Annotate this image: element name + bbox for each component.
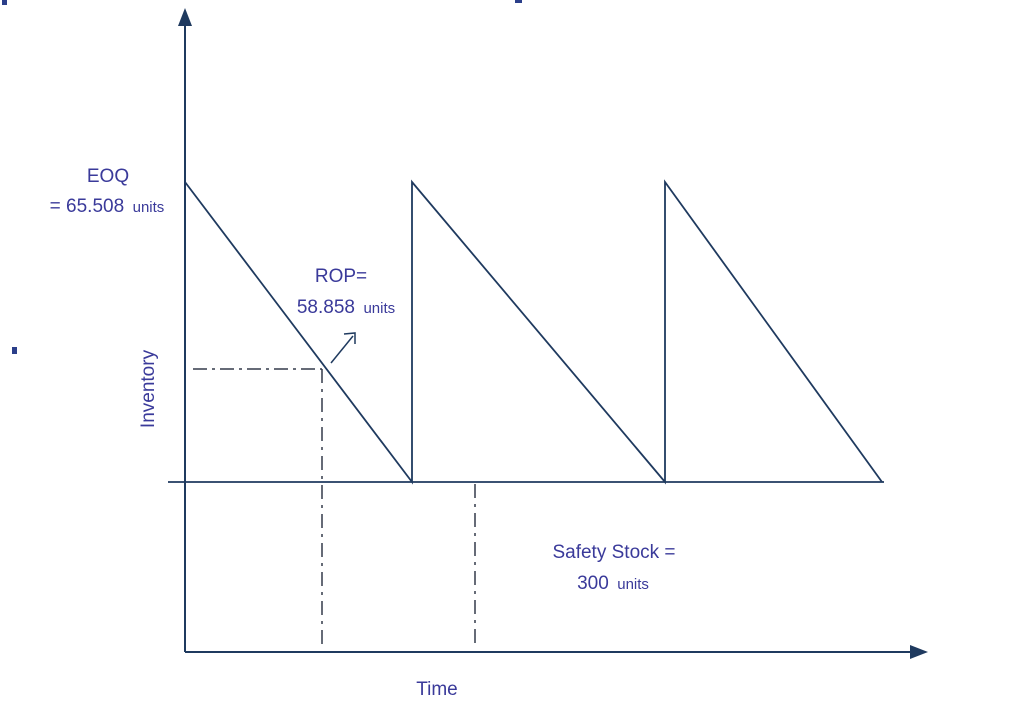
edge-mark-top-left bbox=[2, 0, 7, 5]
eoq-value: = 65.508 bbox=[50, 196, 125, 217]
safety-stock-value-line: 300 units bbox=[577, 573, 649, 594]
edge-mark-top bbox=[515, 0, 522, 3]
safety-stock-unit: units bbox=[617, 576, 649, 593]
eoq-unit: units bbox=[133, 199, 165, 216]
inventory-sawtooth-line bbox=[184, 179, 883, 485]
rop-pointer-arrowhead bbox=[343, 332, 356, 344]
rop-label: ROP= bbox=[315, 266, 367, 287]
y-axis-arrowhead bbox=[178, 8, 192, 26]
safety-stock-value: 300 bbox=[577, 573, 609, 594]
rop-unit: units bbox=[363, 300, 395, 317]
edge-mark-left bbox=[12, 347, 17, 354]
x-axis-label: Time bbox=[416, 679, 458, 700]
rop-pointer-arrow bbox=[330, 335, 354, 364]
eoq-value-line: = 65.508 units bbox=[50, 196, 165, 217]
rop-value: 58.858 bbox=[297, 297, 355, 318]
y-axis-label: Inventory bbox=[138, 349, 159, 428]
x-axis-arrowhead bbox=[910, 645, 928, 659]
rop-value-line: 58.858 units bbox=[297, 297, 395, 318]
safety-stock-label: Safety Stock = bbox=[552, 542, 675, 563]
eoq-label: EOQ bbox=[87, 166, 129, 187]
